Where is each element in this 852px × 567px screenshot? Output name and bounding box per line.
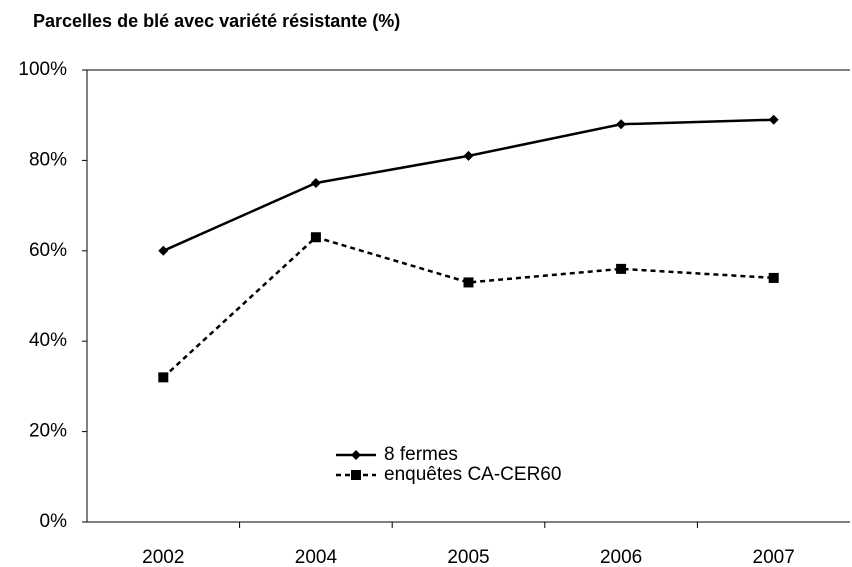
series-line [162, 235, 774, 379]
x-tick-label: 2007 [753, 547, 795, 567]
y-tick-label: 0% [40, 511, 68, 532]
marker-square [768, 272, 779, 283]
y-tick-label: 80% [29, 149, 67, 170]
x-tick-label: 2002 [142, 547, 184, 567]
legend-label: 8 fermes [384, 444, 458, 465]
y-tick-label: 60% [29, 240, 67, 261]
marker-square [310, 232, 321, 243]
marker-square [616, 263, 627, 274]
x-tick-label: 2006 [600, 547, 642, 567]
marker-square [351, 470, 361, 480]
chart-title: Parcelles de blé avec variété résistante… [33, 11, 400, 31]
marker-square [158, 372, 169, 383]
marker-diamond [351, 450, 361, 460]
marker-diamond [310, 178, 321, 188]
marker-diamond [616, 119, 627, 130]
marker-diamond [768, 114, 779, 125]
marker-square [463, 277, 474, 288]
y-tick-label: 40% [29, 330, 67, 351]
series-line [162, 118, 774, 252]
y-tick-label: 20% [29, 421, 67, 442]
legend-label: enquêtes CA-CER60 [384, 464, 561, 485]
x-tick-label: 2004 [295, 547, 338, 567]
x-tick-label: 2005 [447, 547, 489, 567]
marker-diamond [463, 150, 474, 161]
marker-diamond [158, 245, 169, 256]
y-tick-label: 100% [18, 59, 67, 80]
